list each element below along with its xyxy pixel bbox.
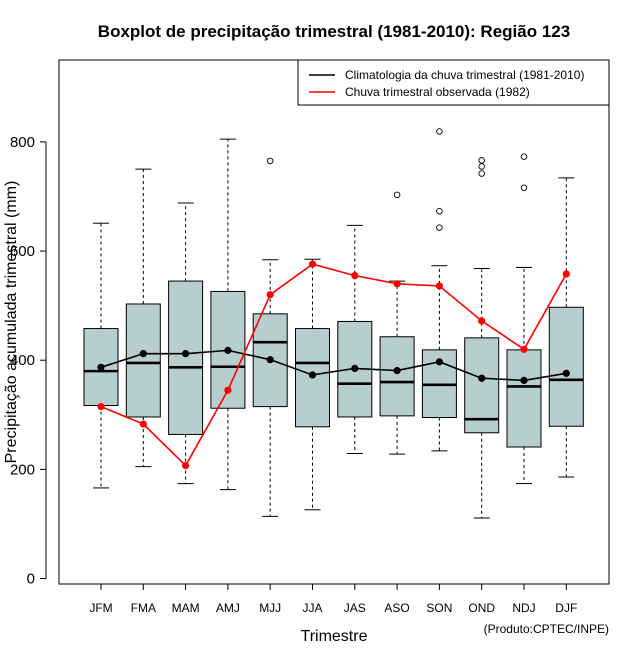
x-tick-label: MJJ <box>259 601 281 615</box>
outlier-point <box>478 163 485 170</box>
outlier-point <box>436 207 443 215</box>
box-son <box>421 128 457 452</box>
y-tick-label: 400 <box>10 352 35 369</box>
box-mam <box>168 202 204 485</box>
box-iqr <box>125 303 161 418</box>
series-point <box>562 369 570 377</box>
outlier-point <box>393 191 401 199</box>
chart-title: Boxplot de precipitação trimestral (1981… <box>98 22 570 41</box>
series-point <box>435 282 443 290</box>
box-jas <box>337 224 373 455</box>
y-tick-label: 800 <box>10 134 35 151</box>
series-point <box>351 272 359 280</box>
series-point <box>266 356 274 364</box>
series-point <box>182 461 190 470</box>
box-iqr <box>548 306 584 427</box>
series-point <box>393 280 401 288</box>
box-iqr <box>379 336 415 417</box>
series-point <box>139 350 147 358</box>
box-ond <box>464 157 500 519</box>
series-point <box>351 364 359 372</box>
legend-box <box>297 59 610 106</box>
y-axis-label: Precipitação acumulada trimestral (mm) <box>3 181 20 464</box>
y-axis: 0 200 400 600 800 <box>10 134 47 588</box>
outlier-point <box>478 157 485 164</box>
series-point <box>266 291 274 299</box>
x-tick-label: OND <box>468 601 495 615</box>
box-amj <box>210 138 246 491</box>
box-fma <box>125 168 161 468</box>
outlier-point <box>436 128 443 135</box>
series-climatology <box>97 346 570 385</box>
series-point <box>182 350 190 358</box>
x-tick-label: JJA <box>302 601 322 615</box>
legend: Climatologia da chuva trimestral (1981-2… <box>297 59 610 106</box>
box-ndj <box>506 153 542 485</box>
box-iqr <box>464 337 500 434</box>
outlier-point <box>478 170 485 177</box>
series-line <box>100 349 567 382</box>
box-jfm <box>83 222 119 489</box>
x-tick-label: NDJ <box>512 601 535 615</box>
series-point <box>224 346 232 354</box>
x-axis: JFM FMA MAM AMJ MJJ JJA JAS ASO SON OND NDJ DJF <box>89 583 577 615</box>
x-tick-label: SON <box>426 601 452 615</box>
series-point <box>478 374 486 382</box>
box-jja <box>295 258 330 511</box>
series-point <box>97 403 105 411</box>
x-tick-label: FMA <box>131 601 156 615</box>
series-point <box>139 420 147 428</box>
outlier-point <box>436 224 443 231</box>
box-iqr <box>506 349 542 448</box>
series-point <box>308 371 317 379</box>
y-tick-label: 0 <box>27 571 35 588</box>
y-tick-label: 600 <box>10 243 35 260</box>
outlier-point <box>266 157 274 165</box>
x-tick-label: JAS <box>344 601 366 615</box>
outlier-point <box>520 184 528 191</box>
series-line <box>100 263 567 467</box>
x-tick-label: MAM <box>172 601 200 615</box>
series-point <box>308 260 317 268</box>
series-point <box>478 317 486 325</box>
credit-text: (Produto:CPTEC/INPE) <box>484 622 609 636</box>
x-tick-label: ASO <box>384 601 409 615</box>
series-point <box>224 386 232 394</box>
box-djf <box>548 177 584 478</box>
x-tick-label: JFM <box>89 601 112 615</box>
legend-label-observed: Chuva trimestral observada (1982) <box>345 85 530 99</box>
x-axis-label: Trimestre <box>301 628 368 645</box>
series-point <box>393 366 401 375</box>
series-point <box>520 345 528 353</box>
boxplots <box>83 128 584 519</box>
outlier-point <box>520 153 528 160</box>
box-aso <box>379 191 415 455</box>
series-point <box>562 270 570 278</box>
box-iqr <box>168 280 204 435</box>
series-lines <box>97 260 570 470</box>
series-point <box>97 363 105 371</box>
y-tick-label: 200 <box>10 461 35 478</box>
series-point <box>435 358 443 366</box>
legend-label-climatology: Climatologia da chuva trimestral (1981-2… <box>345 68 584 82</box>
series-point <box>520 376 528 385</box>
box-mjj <box>252 157 288 517</box>
x-tick-label: AMJ <box>216 601 240 615</box>
series-observed <box>97 260 570 470</box>
x-tick-label: DJF <box>555 601 577 615</box>
